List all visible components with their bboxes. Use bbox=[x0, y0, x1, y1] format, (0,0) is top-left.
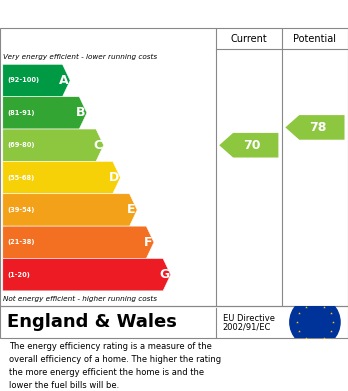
Text: EU Directive: EU Directive bbox=[223, 314, 275, 323]
Polygon shape bbox=[3, 194, 137, 226]
Polygon shape bbox=[3, 64, 70, 97]
Text: C: C bbox=[93, 139, 102, 152]
Text: England & Wales: England & Wales bbox=[7, 313, 177, 331]
Polygon shape bbox=[3, 161, 120, 194]
Text: F: F bbox=[144, 236, 152, 249]
Text: (69-80): (69-80) bbox=[7, 142, 34, 148]
Polygon shape bbox=[3, 258, 171, 291]
Text: (92-100): (92-100) bbox=[7, 77, 39, 83]
Text: Very energy efficient - lower running costs: Very energy efficient - lower running co… bbox=[3, 54, 158, 60]
Polygon shape bbox=[3, 226, 154, 258]
Text: 78: 78 bbox=[309, 121, 326, 134]
Polygon shape bbox=[3, 97, 87, 129]
Text: (1-20): (1-20) bbox=[7, 272, 30, 278]
Text: 2002/91/EC: 2002/91/EC bbox=[223, 323, 271, 332]
Text: Not energy efficient - higher running costs: Not energy efficient - higher running co… bbox=[3, 296, 158, 301]
Text: E: E bbox=[127, 203, 136, 217]
Ellipse shape bbox=[290, 297, 340, 347]
Polygon shape bbox=[219, 133, 278, 158]
Text: The energy efficiency rating is a measure of the
overall efficiency of a home. T: The energy efficiency rating is a measur… bbox=[9, 343, 221, 390]
Polygon shape bbox=[285, 115, 345, 140]
Text: (21-38): (21-38) bbox=[7, 239, 34, 245]
Text: D: D bbox=[109, 171, 119, 184]
Text: Potential: Potential bbox=[293, 34, 337, 43]
Text: A: A bbox=[59, 74, 69, 87]
Text: Energy Efficiency Rating: Energy Efficiency Rating bbox=[69, 7, 279, 22]
Text: (81-91): (81-91) bbox=[7, 110, 34, 116]
Text: 70: 70 bbox=[243, 139, 260, 152]
Text: (55-68): (55-68) bbox=[7, 174, 34, 181]
Text: (39-54): (39-54) bbox=[7, 207, 34, 213]
Polygon shape bbox=[3, 129, 104, 161]
Text: G: G bbox=[159, 268, 169, 281]
Text: Current: Current bbox=[230, 34, 267, 43]
Text: B: B bbox=[76, 106, 86, 119]
